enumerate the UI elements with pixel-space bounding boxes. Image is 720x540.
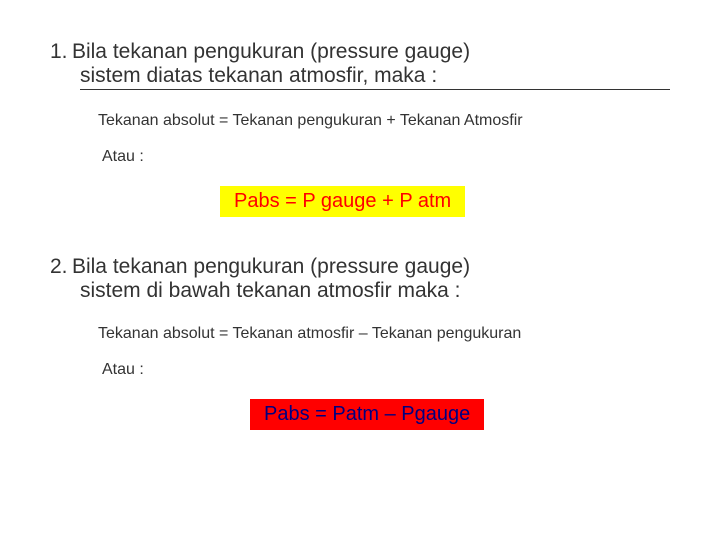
item-1-line1: Bila tekanan pengukuran (pressure gauge) — [72, 40, 470, 63]
section-1: 1. Bila tekanan pengukuran (pressure gau… — [50, 40, 670, 245]
item-1-atau: Atau : — [102, 148, 670, 166]
item-1-formula: Pabs = P gauge + P atm — [220, 186, 465, 217]
item-1-heading: 1. Bila tekanan pengukuran (pressure gau… — [50, 40, 670, 90]
item-1-line2: sistem diatas tekanan atmosfir, maka : — [80, 64, 670, 90]
item-2-line1: Bila tekanan pengukuran (pressure gauge) — [72, 255, 470, 278]
item-2-atau: Atau : — [102, 361, 670, 379]
item-2-formula: Pabs = Patm – Pgauge — [250, 399, 484, 430]
item-1-equation: Tekanan absolut = Tekanan pengukuran + T… — [98, 112, 670, 130]
section-2: 2. Bila tekanan pengukuran (pressure gau… — [50, 255, 670, 458]
item-2-number: 2. — [50, 255, 68, 278]
item-1-number: 1. — [50, 40, 68, 63]
item-2-line2: sistem di bawah tekanan atmosfir maka : — [80, 279, 670, 303]
item-2-heading: 2. Bila tekanan pengukuran (pressure gau… — [50, 255, 670, 303]
item-2-equation: Tekanan absolut = Tekanan atmosfir – Tek… — [98, 325, 670, 343]
